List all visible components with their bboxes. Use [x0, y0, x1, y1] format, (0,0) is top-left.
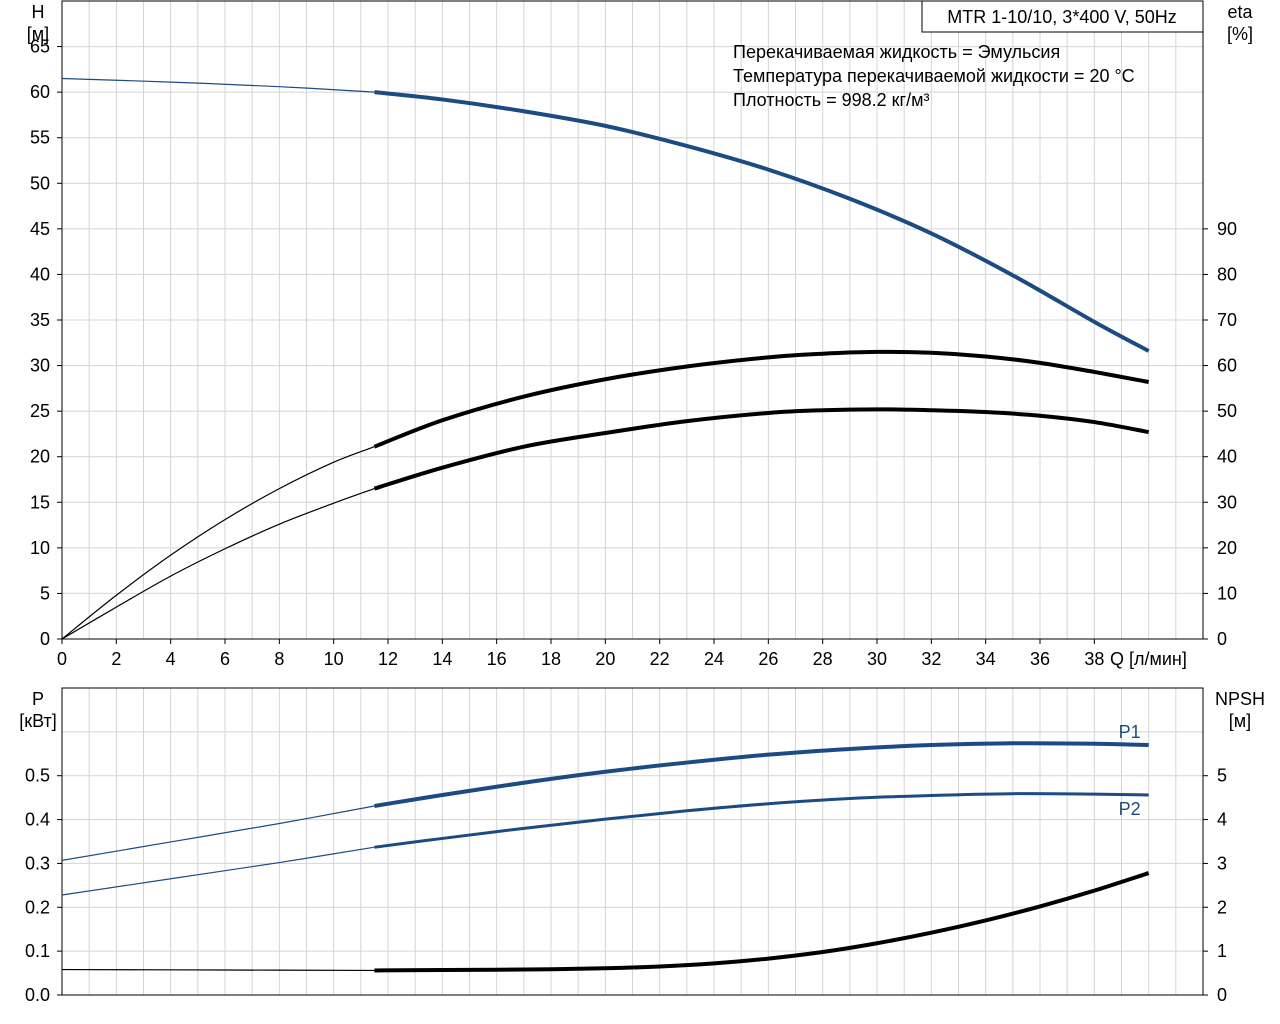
series-line-thin-1-2 [61, 968, 375, 972]
x-tick-label: 2 [111, 649, 121, 669]
series-line-thin-0-0 [61, 77, 375, 93]
y-axis-unit-right: [%] [1227, 24, 1253, 44]
series-line-thin-1-1 [61, 846, 375, 896]
x-tick-label: 34 [976, 649, 996, 669]
y-tick-label-right: 2 [1217, 897, 1227, 917]
y-tick-label-left: 45 [30, 219, 50, 239]
x-tick-label: 18 [541, 649, 561, 669]
x-tick-label: 36 [1030, 649, 1050, 669]
x-tick-label: 32 [921, 649, 941, 669]
y-axis-title-right: eta [1227, 2, 1253, 22]
x-tick-label: 16 [487, 649, 507, 669]
y-axis-unit-left: [м] [27, 24, 49, 44]
y-tick-label-left: 35 [30, 310, 50, 330]
y-tick-label-right: 4 [1217, 810, 1227, 830]
series-line-1-1 [374, 792, 1149, 849]
y-tick-label-right: 10 [1217, 583, 1237, 603]
series-line-thin-1-0 [61, 805, 375, 861]
y-tick-label-left: 0.5 [25, 766, 50, 786]
y-tick-label-right: 20 [1217, 538, 1237, 558]
chart-note: Перекачиваемая жидкость = Эмульсия [733, 42, 1060, 62]
title-box [921, 0, 1204, 33]
y-tick-label-left: 0.4 [25, 810, 50, 830]
y-tick-label-right: 90 [1217, 219, 1237, 239]
series-line-thin-0-2 [61, 488, 375, 640]
y-tick-label-left: 0.2 [25, 897, 50, 917]
x-tick-label: 20 [595, 649, 615, 669]
x-tick-label: 4 [166, 649, 176, 669]
y-tick-label-left: 10 [30, 538, 50, 558]
y-tick-label-right: 60 [1217, 356, 1237, 376]
y-tick-label-left: 40 [30, 264, 50, 284]
x-tick-label: 22 [650, 649, 670, 669]
y-tick-label-right: 80 [1217, 264, 1237, 284]
y-axis-title-left: H [32, 2, 45, 22]
series-line-1-0 [374, 741, 1149, 808]
x-tick-label: 10 [324, 649, 344, 669]
y-tick-label-right: 5 [1217, 766, 1227, 786]
plot-frame [61, 687, 1204, 996]
y-tick-label-left: 50 [30, 173, 50, 193]
x-tick-label: 30 [867, 649, 887, 669]
x-tick-label: 8 [274, 649, 284, 669]
y-axis-title-left: P [32, 689, 44, 709]
y-tick-label-left: 30 [30, 356, 50, 376]
chart-note: Плотность = 998.2 кг/м³ [733, 90, 929, 110]
y-axis-title-right: NPSH [1215, 689, 1265, 709]
series-line-0-0 [374, 90, 1150, 353]
y-axis-unit-right: [м] [1229, 711, 1251, 731]
y-tick-label-right: 40 [1217, 447, 1237, 467]
series-line-0-1 [373, 349, 1150, 449]
chart-note: Температура перекачиваемой жидкости = 20… [733, 66, 1135, 86]
x-tick-label: 26 [758, 649, 778, 669]
panel-power-npsh [57, 687, 1208, 996]
series-line-1-2 [374, 871, 1150, 973]
y-tick-label-left: 0 [40, 629, 50, 649]
series-label-P1: P1 [1119, 722, 1141, 742]
y-tick-label-left: 65 [30, 37, 50, 57]
series-label-P2: P2 [1119, 799, 1141, 819]
y-tick-label-right: 1 [1217, 941, 1227, 961]
x-tick-label: 28 [813, 649, 833, 669]
y-tick-label-right: 30 [1217, 492, 1237, 512]
x-tick-label: 38 [1084, 649, 1104, 669]
y-tick-label-left: 0.0 [25, 985, 50, 1005]
x-axis-title: Q [л/мин] [1110, 649, 1187, 669]
y-tick-label-right: 0 [1217, 985, 1227, 1005]
y-tick-label-right: 3 [1217, 853, 1227, 873]
y-tick-label-left: 25 [30, 401, 50, 421]
y-tick-label-right: 0 [1217, 629, 1227, 649]
y-tick-label-left: 60 [30, 82, 50, 102]
x-tick-label: 14 [432, 649, 452, 669]
y-tick-label-left: 20 [30, 447, 50, 467]
y-tick-label-right: 50 [1217, 401, 1237, 421]
x-tick-label: 0 [57, 649, 67, 669]
series-line-0-2 [373, 407, 1150, 491]
y-tick-label-left: 5 [40, 583, 50, 603]
y-tick-label-left: 55 [30, 128, 50, 148]
y-tick-label-left: 15 [30, 492, 50, 512]
x-tick-label: 12 [378, 649, 398, 669]
chart-title: MTR 1-10/10, 3*400 V, 50Hz [947, 7, 1176, 27]
x-tick-label: 6 [220, 649, 230, 669]
y-axis-unit-left: [кВт] [19, 711, 57, 731]
panel-performance [57, 0, 1208, 644]
x-tick-label: 24 [704, 649, 724, 669]
y-tick-label-right: 70 [1217, 310, 1237, 330]
series-line-thin-0-1 [61, 446, 375, 640]
y-tick-label-left: 0.3 [25, 853, 50, 873]
y-tick-label-left: 0.1 [25, 941, 50, 961]
